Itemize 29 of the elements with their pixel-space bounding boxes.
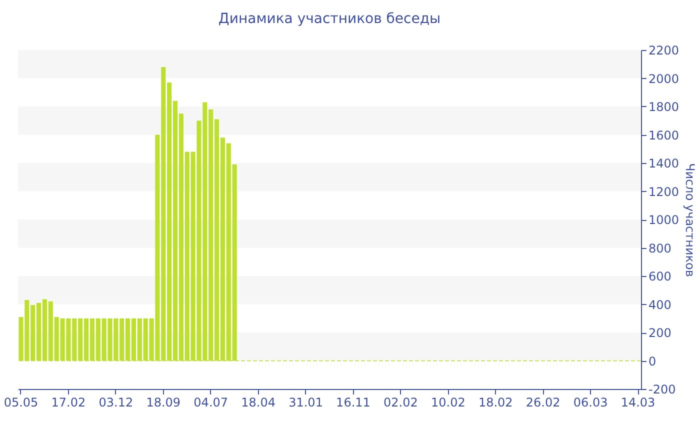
y-tick-label: 1600 [648,128,680,142]
y-tick-label: 200 [648,326,672,340]
y-tick-label: 2200 [648,44,680,58]
x-tick-label: 05.05 [4,396,38,410]
x-tick-label: 10.02 [430,396,466,410]
x-tick-label: 16.11 [336,396,370,410]
x-tick-label: 03.12 [98,396,134,410]
y-tick-label: 800 [648,241,672,256]
y-tick-label: -200 [648,382,676,396]
y-tick-label: 1800 [648,100,680,114]
y-tick-label: 600 [648,270,672,284]
y-tick-label: 1200 [648,184,680,199]
x-tick-label: 02.02 [384,396,418,410]
y-tick-label: 1000 [648,213,680,227]
y-tick-label: 400 [648,298,672,312]
y-tick-label: 1400 [648,156,680,170]
x-tick-label: 31.01 [288,396,323,410]
y-axis-title: Число участников [683,163,698,277]
x-tick-label: 18.04 [241,396,276,410]
x-tick-label: 18.09 [146,396,181,410]
y-tick-label: 0 [648,354,656,368]
x-tick-label: 06.03 [573,396,608,410]
x-tick-label: 26.02 [526,396,560,410]
x-tick-label: 18.02 [478,396,513,410]
x-tick-label: 14.03 [620,396,656,410]
chart-title: Динамика участников беседы [218,11,441,27]
x-tick-label: 04.07 [194,396,228,410]
x-tick-label: 17.02 [51,396,86,410]
y-tick-label: 2000 [648,72,680,86]
